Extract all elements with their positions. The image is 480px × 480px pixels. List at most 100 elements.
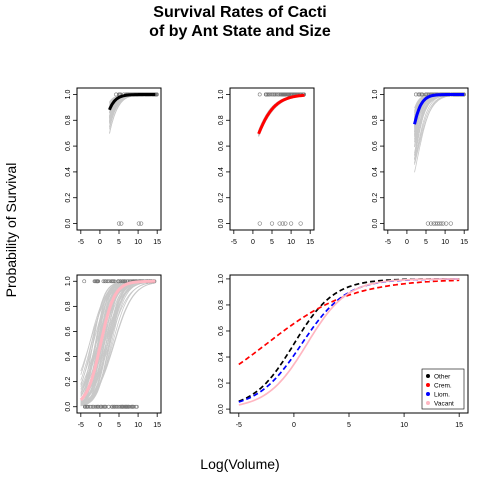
observed-survived-point <box>280 92 285 97</box>
observed-survived-point <box>93 279 98 284</box>
observed-survived-point <box>118 279 123 284</box>
observed-survived-point <box>82 279 87 284</box>
observed-died-point <box>112 404 117 409</box>
y-tick-label: 0.0 <box>218 404 225 414</box>
observed-survived-point <box>279 92 284 97</box>
y-tick-label: 0.2 <box>372 193 379 203</box>
observed-died-point <box>86 404 90 409</box>
y-tick-label: 0.2 <box>65 193 72 203</box>
y-tick-label: 0.6 <box>218 141 225 151</box>
panel3: -5 0 5 10 15 0.0 0.2 0.4 0.6 0.8 1.0 <box>372 87 469 246</box>
y-tick-label: 0.0 <box>372 219 379 229</box>
observed-died-point <box>91 404 96 409</box>
x-tick-label: 10 <box>287 239 295 246</box>
observed-died-point <box>277 221 282 226</box>
observed-survived-point <box>267 92 271 97</box>
x-tick-label: 5 <box>117 422 121 429</box>
y-tick-label: 0.4 <box>218 352 225 362</box>
legend-marker <box>426 374 430 378</box>
x-tick-label: 0 <box>98 422 102 429</box>
observed-survived-point <box>287 92 292 97</box>
observed-survived-point <box>96 279 101 284</box>
chart-title-line-1: Survival Rates of Cacti <box>153 4 327 21</box>
legend-marker <box>426 392 430 396</box>
y-tick-label: 0.8 <box>218 300 225 310</box>
legend-label: Crem. <box>434 383 452 390</box>
y-tick-label: 0.6 <box>65 141 72 151</box>
y-tick-label: 0.6 <box>372 141 379 151</box>
observed-died-point <box>444 221 449 226</box>
observed-died-point <box>106 404 111 409</box>
posterior-draw <box>80 282 156 404</box>
observed-died-point <box>257 221 262 226</box>
x-tick-label: 10 <box>441 239 449 246</box>
x-tick-label: 10 <box>134 239 142 246</box>
observed-died-point <box>428 221 434 226</box>
observed-died-point <box>99 404 104 409</box>
x-tick-label: 15 <box>455 422 463 429</box>
observed-survived-point <box>283 92 288 97</box>
fitted-curve <box>413 93 465 125</box>
observed-died-point <box>84 404 89 409</box>
observed-survived-point <box>95 279 99 284</box>
plot-frame <box>76 87 162 231</box>
x-tick-label: 15 <box>306 239 314 246</box>
observed-survived-point <box>112 279 117 284</box>
x-tick-label: -5 <box>78 422 84 429</box>
x-tick-label: 10 <box>134 422 142 429</box>
observed-survived-point <box>257 92 262 97</box>
observed-survived-point <box>414 92 418 97</box>
observed-died-point <box>269 221 275 226</box>
observed-survived-point <box>120 279 125 284</box>
y-tick-label: 0.4 <box>65 352 72 362</box>
fitted-curve <box>79 279 156 401</box>
series-line-vacant <box>238 278 460 406</box>
observed-survived-point <box>282 92 287 97</box>
observed-died-point <box>288 221 294 226</box>
observed-died-point <box>116 221 122 226</box>
x-tick-label: -5 <box>231 239 237 246</box>
x-tick-label: -5 <box>236 422 242 429</box>
observed-died-point <box>136 221 141 226</box>
y-tick-label: 0.8 <box>65 301 72 311</box>
y-tick-label: 0.4 <box>218 167 225 177</box>
y-tick-label: 0.8 <box>372 115 379 125</box>
fitted-curve <box>108 93 156 111</box>
observed-died-point <box>441 221 446 226</box>
observed-died-point <box>439 221 444 226</box>
observed-survived-point <box>122 279 127 284</box>
y-tick-label: 0.6 <box>218 326 225 336</box>
x-tick-label: -5 <box>78 239 84 246</box>
observed-survived-point <box>101 279 106 284</box>
panel4: -5 0 5 10 15 0.0 0.2 0.4 0.6 0.8 1.0 <box>65 274 162 429</box>
fitted-curve <box>257 93 305 135</box>
y-tick-label: 1.0 <box>65 89 72 99</box>
observed-died-point <box>103 404 107 409</box>
chart-title-line-2: of by Ant State and Size <box>149 23 331 40</box>
legend-label: Vacant <box>434 401 454 408</box>
y-tick-label: 0.0 <box>65 402 72 412</box>
observed-survived-point <box>419 92 424 97</box>
x-tick-label: 0 <box>405 239 409 246</box>
y-tick-label: 0.0 <box>65 219 72 229</box>
observed-died-point <box>83 404 87 409</box>
observed-died-point <box>298 221 303 226</box>
y-tick-label: 0.6 <box>65 326 72 336</box>
x-tick-label: 5 <box>117 239 121 246</box>
observed-survived-point <box>265 92 270 97</box>
x-tick-label: 0 <box>292 422 296 429</box>
panel1: -5 0 5 10 15 0.0 0.2 0.4 0.6 0.8 1.0 <box>65 87 162 246</box>
observed-died-point <box>93 404 98 409</box>
x-tick-label: -5 <box>385 239 391 246</box>
observed-survived-point <box>116 279 121 284</box>
y-tick-label: 0.4 <box>372 167 379 177</box>
x-tick-label: 0 <box>251 239 255 246</box>
observed-survived-point <box>107 279 111 284</box>
observed-survived-point <box>286 92 290 97</box>
observed-died-point <box>119 221 124 226</box>
observed-survived-point <box>423 92 428 97</box>
observed-died-point <box>102 404 106 409</box>
observed-died-point <box>129 404 134 409</box>
